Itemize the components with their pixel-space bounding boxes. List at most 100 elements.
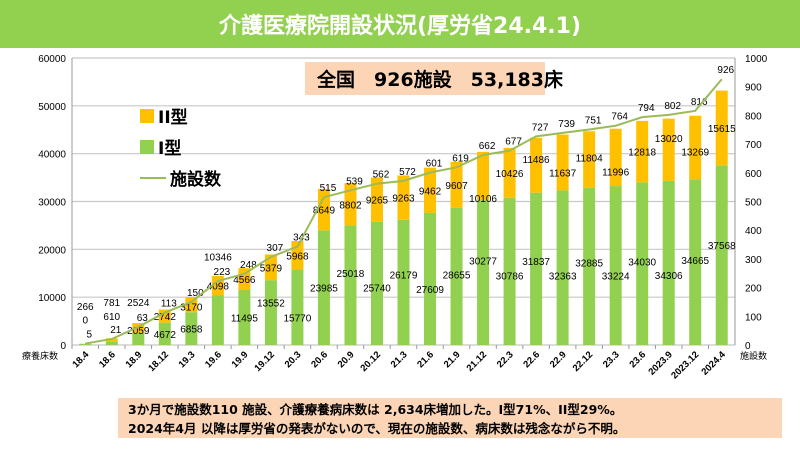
data-label-facilities: 764 (611, 112, 628, 123)
line-facilities (85, 78, 723, 345)
data-label-facilities: 926 (717, 65, 734, 76)
data-label-type1: 37568 (708, 241, 736, 252)
data-label-type1: 10346 (204, 252, 232, 263)
data-label-type1: 25740 (363, 283, 391, 294)
bar-type2 (503, 147, 516, 198)
x-tick-label: 20.3 (283, 349, 304, 370)
data-label-facilities: 727 (532, 122, 549, 133)
y2-tick-label: 700 (745, 140, 762, 151)
data-label-type1: 28655 (443, 270, 471, 281)
x-tick-label: 18.6 (97, 349, 118, 370)
bar-type2 (662, 118, 675, 181)
x-tick-label: 20.12 (359, 349, 384, 374)
x-tick-label: 21.9 (442, 349, 463, 370)
bar-type2 (556, 134, 569, 191)
y-tick-label: 0 (60, 341, 66, 352)
data-label-facilities: 572 (399, 167, 416, 178)
bar-type2 (344, 183, 357, 226)
data-label-type2: 9263 (392, 194, 415, 205)
y-axis-label: 療養床数 (22, 350, 58, 361)
legend-label-type1: I型 (158, 139, 182, 159)
x-tick-label: 23.6 (627, 349, 648, 370)
data-label-type2: 8802 (339, 200, 362, 211)
bar-type2 (715, 90, 728, 166)
data-label-type2: 9265 (366, 196, 389, 207)
data-label-type1: 25018 (337, 269, 365, 280)
data-label-type2: 2742 (154, 312, 177, 323)
y2-tick-label: 800 (745, 111, 762, 122)
x-tick-label: 23.3 (601, 349, 622, 370)
y-tick-label: 60000 (38, 54, 66, 65)
bar-type1 (370, 221, 383, 345)
data-label-type2: 3170 (180, 303, 203, 314)
note-box: 3か月で施設数110 施設、介護療養病床数は 2,634床増加した。I型71%、… (118, 398, 782, 438)
bar-type2 (317, 188, 330, 231)
data-label-type1: 266 (77, 302, 94, 313)
bar-type1 (79, 343, 92, 345)
bar-type1 (344, 225, 357, 345)
data-label-type1: 34665 (681, 256, 709, 267)
data-label-facilities: 794 (638, 103, 655, 114)
data-label-type2: 13269 (681, 147, 709, 158)
x-tick-label: 18.4 (71, 349, 92, 370)
x-tick-label: 22.9 (548, 349, 569, 370)
data-label-type1: 13552 (257, 299, 285, 310)
x-tick-label: 19.3 (177, 349, 198, 370)
y2-axis-label: 施設数 (740, 350, 767, 361)
y2-tick-label: 200 (745, 284, 762, 295)
bar-type1 (689, 179, 702, 345)
data-label-type2: 15615 (708, 124, 736, 135)
x-tick-label: 18.9 (124, 349, 145, 370)
bar-type1 (636, 182, 649, 345)
bar-type1 (158, 322, 171, 345)
data-label-facilities: 619 (452, 153, 469, 164)
y2-tick-label: 100 (745, 312, 762, 323)
bar-type2 (636, 120, 649, 183)
bar-type1 (530, 192, 543, 345)
legend-swatch-type1 (140, 139, 154, 154)
y-tick-label: 20000 (38, 245, 66, 256)
data-label-type1: 11495 (231, 314, 259, 325)
data-label-type1: 781 (103, 298, 120, 309)
data-label-type2: 5379 (260, 263, 283, 274)
bar-type2 (158, 309, 171, 323)
data-label-type2: 11996 (602, 167, 630, 178)
data-label-type2: 13020 (655, 134, 683, 145)
data-label-facilities: 677 (505, 137, 522, 148)
data-label-type1: 32363 (549, 272, 577, 283)
data-label-facilities: 562 (373, 170, 390, 181)
summary-box: 全国 926施設 53,183床 (305, 62, 563, 95)
x-tick-label: 19.12 (252, 349, 277, 374)
note-line-2: 2024年4月 以降は厚労省の発表がないので、現在の施設数、病床数は残念ながら不… (128, 421, 626, 436)
bar-type1 (450, 207, 463, 345)
y-tick-label: 30000 (38, 198, 66, 209)
data-label-type2: 10106 (469, 194, 497, 205)
y2-tick-label: 1000 (745, 54, 768, 65)
bar-type1 (503, 197, 516, 345)
data-label-type1: 27609 (416, 285, 444, 296)
data-label-facilities: 223 (214, 267, 231, 278)
y2-tick-label: 600 (745, 169, 762, 180)
bar-type1 (132, 332, 145, 345)
x-tick-label: 21.6 (415, 349, 436, 370)
data-label-facilities: 5 (86, 330, 92, 341)
data-label-facilities: 816 (691, 97, 708, 108)
x-tick-label: 21.3 (389, 349, 410, 370)
data-label-type2: 0 (82, 316, 88, 327)
bar-type1 (556, 190, 569, 345)
data-label-facilities: 802 (664, 101, 681, 112)
data-label-type1: 23985 (310, 284, 338, 295)
y2-tick-label: 500 (745, 198, 762, 209)
x-tick-label: 20.6 (309, 349, 330, 370)
bar-type1 (662, 180, 675, 345)
bar-type1 (291, 269, 304, 345)
data-label-type2: 610 (103, 312, 120, 323)
data-label-type2: 2059 (127, 326, 150, 337)
data-label-type1: 6858 (180, 325, 203, 336)
data-label-facilities: 307 (267, 243, 284, 254)
y-tick-label: 40000 (38, 150, 66, 161)
data-label-type1: 26179 (390, 270, 418, 281)
data-label-facilities: 739 (558, 119, 575, 130)
legend-label-type2: II型 (158, 108, 188, 128)
y2-tick-label: 0 (745, 341, 751, 352)
